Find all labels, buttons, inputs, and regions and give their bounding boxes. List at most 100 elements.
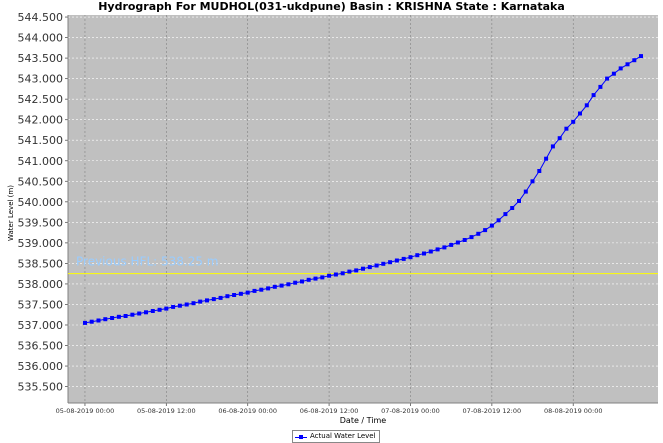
y-tick-label: 543.500 xyxy=(18,52,64,65)
data-point xyxy=(347,269,352,274)
data-point xyxy=(211,297,216,302)
y-tick-label: 537.500 xyxy=(18,298,64,311)
y-axis: 535.500 536.000 536.500 537.000 537.500 538.0… xyxy=(18,11,69,403)
vertical-gridlines xyxy=(84,15,574,403)
data-point xyxy=(550,144,555,149)
y-tick-label: 542.000 xyxy=(18,114,64,127)
y-tick-label: 538.000 xyxy=(18,278,64,291)
y-tick-label: 535.500 xyxy=(18,381,64,394)
data-point xyxy=(110,316,115,320)
data-point xyxy=(428,249,433,254)
y-tick-label: 538.500 xyxy=(18,257,64,270)
data-point xyxy=(469,235,474,240)
data-point xyxy=(517,199,521,203)
data-point xyxy=(313,276,318,281)
data-point xyxy=(272,284,277,289)
legend-swatch-actual-water-level xyxy=(295,433,307,441)
data-point xyxy=(442,245,447,250)
series-actual-water-level xyxy=(83,54,643,325)
data-point xyxy=(218,295,223,300)
data-point xyxy=(238,291,243,296)
data-point xyxy=(462,238,467,242)
data-point xyxy=(557,136,562,141)
data-point xyxy=(584,103,589,108)
y-tick-label: 540.000 xyxy=(18,196,64,209)
y-tick-label: 537.000 xyxy=(18,319,64,332)
y-tick-label: 541.000 xyxy=(18,155,64,168)
data-point xyxy=(279,283,284,288)
data-point xyxy=(130,312,135,317)
plot-background xyxy=(68,15,658,403)
data-point xyxy=(354,268,359,273)
y-tick-label: 539.000 xyxy=(18,237,64,250)
data-point xyxy=(252,288,257,293)
y-axis-label: Water Level (m) xyxy=(7,185,15,241)
data-point xyxy=(449,242,454,247)
data-point xyxy=(394,258,399,263)
data-point xyxy=(259,287,264,292)
data-point xyxy=(333,272,338,277)
reference-line-label: Previous HFL: 538.25 m xyxy=(76,255,219,269)
data-point xyxy=(191,301,196,306)
data-point xyxy=(510,206,515,210)
data-point xyxy=(300,279,304,284)
data-point xyxy=(164,306,169,311)
data-point xyxy=(503,212,508,217)
data-point xyxy=(96,318,101,323)
data-point xyxy=(245,290,250,295)
data-point xyxy=(401,256,406,261)
x-tick-label: 05-08-2019 12:00 xyxy=(137,407,196,415)
data-point xyxy=(611,71,616,76)
x-tick-label: 07-08-2019 12:00 xyxy=(463,407,522,415)
data-point xyxy=(422,251,426,256)
data-point xyxy=(537,169,542,173)
data-point xyxy=(327,273,332,278)
x-axis: 05-08-2019 00:00 05-08-2019 12:00 06-08-20… xyxy=(56,402,658,415)
data-point xyxy=(435,247,440,252)
x-tick-label: 08-08-2019 00:00 xyxy=(544,407,603,415)
data-point xyxy=(571,119,576,124)
data-point xyxy=(171,304,176,309)
data-point xyxy=(286,282,291,287)
data-point xyxy=(496,218,501,223)
y-tick-label: 544.500 xyxy=(18,11,64,24)
data-point xyxy=(544,156,549,161)
y-tick-label: 539.500 xyxy=(18,216,64,229)
legend: Actual Water Level xyxy=(292,430,380,443)
data-point xyxy=(103,317,108,322)
data-point xyxy=(618,66,623,71)
x-tick-label: 07-08-2019 00:00 xyxy=(381,407,440,415)
data-point xyxy=(530,179,535,184)
x-tick-label: 06-08-2019 12:00 xyxy=(300,407,359,415)
x-tick-label: 06-08-2019 00:00 xyxy=(218,407,277,415)
data-point xyxy=(388,260,393,265)
data-point xyxy=(564,126,569,131)
y-tick-label: 542.500 xyxy=(18,93,64,106)
data-point xyxy=(89,319,94,324)
y-tick-label: 540.500 xyxy=(18,175,64,188)
data-point xyxy=(632,58,637,63)
data-point xyxy=(591,93,596,98)
data-point xyxy=(367,265,372,270)
data-point xyxy=(177,303,182,308)
data-point xyxy=(306,277,311,282)
data-point xyxy=(381,261,386,266)
x-axis-label: Date / Time xyxy=(340,416,387,425)
y-tick-label: 536.500 xyxy=(18,340,64,353)
data-point xyxy=(605,76,610,81)
data-point xyxy=(293,280,298,285)
data-point xyxy=(578,111,582,116)
x-tick-label: 05-08-2019 00:00 xyxy=(56,407,115,415)
data-point xyxy=(415,253,420,258)
legend-label: Actual Water Level xyxy=(310,432,376,440)
data-point xyxy=(123,314,128,318)
data-point xyxy=(205,298,209,303)
y-tick-label: 543.000 xyxy=(18,73,64,86)
data-point xyxy=(150,309,155,313)
data-point xyxy=(361,266,365,271)
data-point xyxy=(523,189,528,194)
data-point xyxy=(455,240,460,245)
data-point xyxy=(639,54,643,59)
data-point xyxy=(266,286,271,291)
